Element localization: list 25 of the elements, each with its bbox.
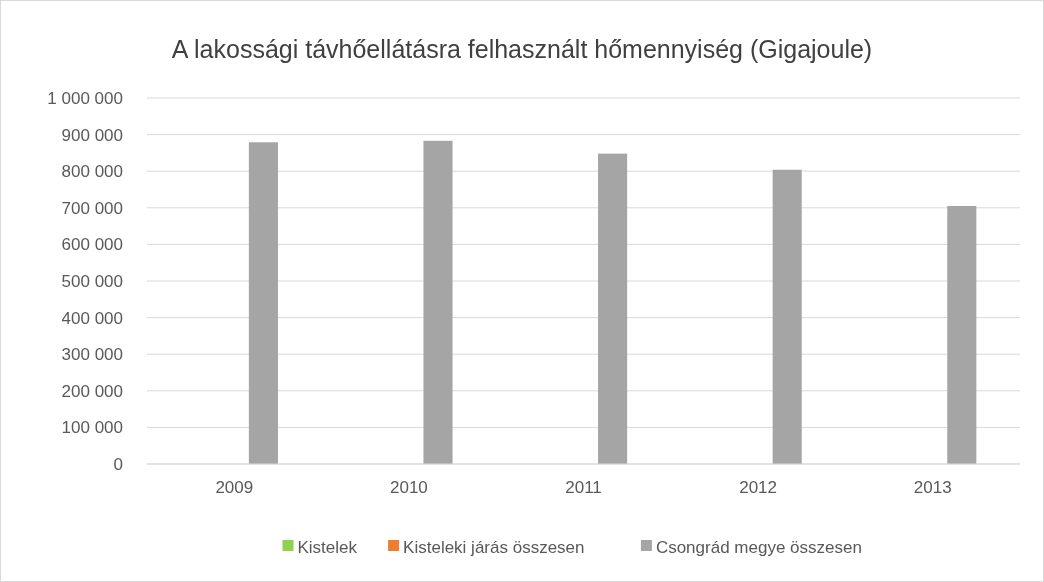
y-tick-label: 200 000: [61, 381, 123, 401]
chart-title: A lakossági távhőellátásra felhasznált hőmennyiség (Gigajoule): [171, 35, 873, 63]
y-tick-label: 300 000: [61, 345, 123, 365]
y-tick-label: 600 000: [61, 235, 123, 255]
y-tick-label: 700 000: [61, 198, 123, 218]
bar: [947, 205, 977, 464]
legend-label: Kistelek: [297, 537, 358, 557]
x-tick-label: 2013: [913, 478, 952, 497]
bar: [598, 153, 628, 464]
legend-label: Kisteleki járás összesen: [403, 537, 585, 557]
legend-label: Csongrád megye összesen: [655, 537, 862, 557]
x-tick-label: 2009: [215, 478, 254, 497]
x-tick-label: 2011: [565, 478, 602, 497]
y-tick-label: 100 000: [61, 418, 123, 438]
y-tick-label: 400 000: [61, 308, 123, 328]
bar: [423, 140, 453, 464]
y-tick-label: 1 000 000: [47, 88, 123, 108]
bar: [772, 169, 802, 464]
x-tick-label: 2012: [739, 478, 778, 497]
bar: [248, 142, 278, 464]
y-tick-label: 500 000: [61, 271, 123, 291]
y-tick-label: 900 000: [61, 125, 123, 145]
y-tick-label: 0: [113, 454, 123, 474]
x-tick-label: 2010: [389, 478, 428, 497]
y-tick-label: 800 000: [61, 162, 123, 182]
